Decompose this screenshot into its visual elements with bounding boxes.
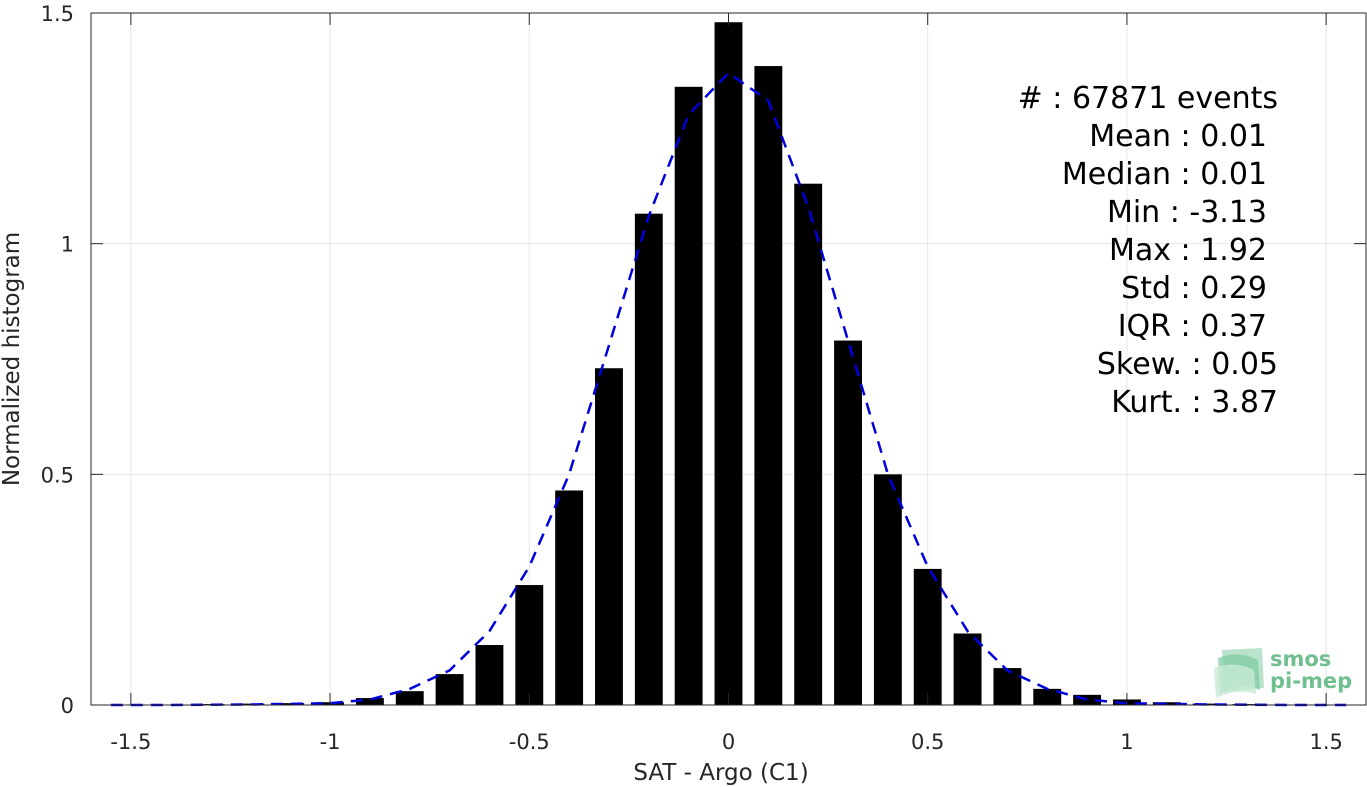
stats-annotation: # : 67871 events Mean : 0.01 Median : 0.… [1018,81,1278,420]
bar-9 [475,645,504,705]
x-tick-label-2: -0.5 [509,730,550,754]
x-tick-label-4: 0.5 [911,730,944,754]
logo-wave-icon [1214,648,1264,698]
stat-events: # : 67871 events [1018,81,1278,116]
x-tick-label-5: 1 [1120,730,1133,754]
stat-median: Median : 0.01 [1062,157,1267,192]
bar-23 [1033,688,1062,705]
bar-15 [714,22,743,705]
smos-pimep-logo: smos pi-mep [1214,647,1352,698]
bar-11 [555,490,584,705]
bar-7 [395,691,424,705]
stat-kurt: Kurt. : 3.87 [1111,385,1278,420]
y-tick-label-1: 0.5 [41,463,74,487]
x-tick-label-6: 1.5 [1309,730,1342,754]
x-tick-labels: -1.5 -1 -0.5 0 0.5 1 1.5 [110,730,1343,754]
bar-series [116,22,1341,705]
x-axis-label: SAT - Argo (C1) [633,760,808,786]
bar-6 [355,698,384,705]
y-tick-label-0: 0 [61,694,74,718]
bar-4 [276,703,305,705]
bar-12 [595,368,623,705]
stat-max: Max : 1.92 [1109,233,1267,268]
stat-std: Std : 0.29 [1121,271,1267,306]
bar-17 [794,183,823,705]
bar-19 [873,474,902,705]
stat-skew: Skew. : 0.05 [1097,347,1278,382]
bar-16 [754,66,783,705]
bar-14 [674,86,703,705]
bar-3 [236,703,265,705]
y-tick-label-2: 1 [61,233,74,257]
y-axis-label: Normalized histogram [0,232,25,486]
bar-20 [913,568,942,705]
bar-18 [834,340,862,705]
logo-line2: pi-mep [1270,669,1352,693]
stat-iqr: IQR : 0.37 [1118,309,1267,344]
axis-ticks [91,12,1366,706]
bar-22 [993,668,1022,705]
x-tick-label-1: -1 [320,730,341,754]
stat-mean: Mean : 0.01 [1089,119,1267,154]
stat-min: Min : -3.13 [1107,195,1267,230]
y-tick-labels: 0 0.5 1 1.5 [41,2,74,718]
bar-24 [1073,694,1102,705]
x-tick-label-3: 0 [722,730,735,754]
x-tick-label-0: -1.5 [110,730,151,754]
logo-line1: smos [1270,647,1331,671]
bar-10 [515,585,544,705]
y-tick-label-3: 1.5 [41,2,74,26]
bar-13 [634,213,663,705]
bar-21 [953,633,982,705]
bar-8 [435,674,464,705]
